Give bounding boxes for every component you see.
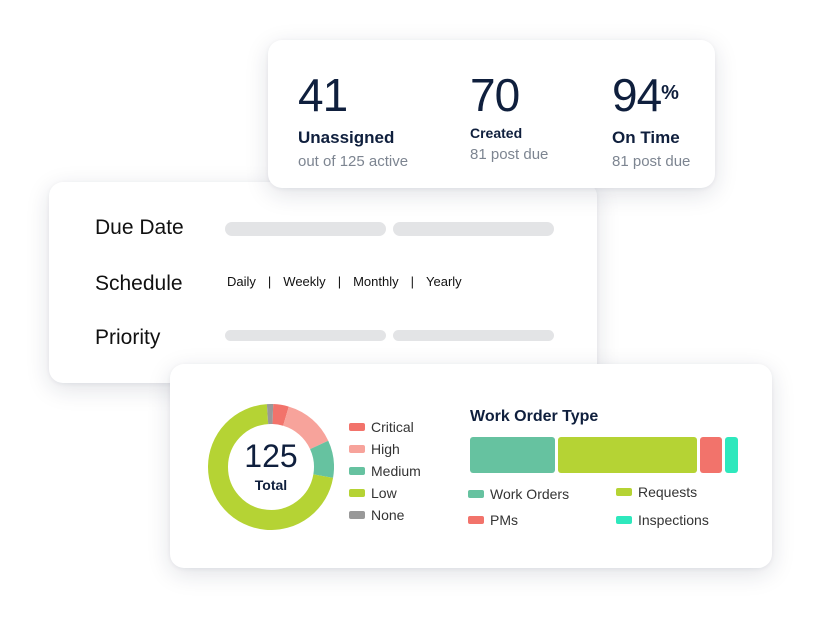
work-order-type-title: Work Order Type bbox=[470, 408, 599, 425]
chart-card: 125 Total Critical High Medium Low None … bbox=[170, 364, 772, 568]
legend-label: None bbox=[371, 507, 405, 523]
legend-swatch bbox=[349, 511, 365, 519]
separator: | bbox=[410, 274, 414, 289]
legend-swatch bbox=[349, 423, 365, 431]
stat-on-time[interactable]: 94% On Time 81 post due bbox=[612, 72, 690, 170]
schedule-option-weekly[interactable]: Weekly bbox=[283, 274, 326, 289]
legend-swatch bbox=[616, 516, 632, 524]
donut-slice-high[interactable] bbox=[282, 406, 329, 450]
stat-subtext: out of 125 active bbox=[298, 153, 409, 170]
stat-subtext: 81 post due bbox=[612, 153, 691, 170]
legend-swatch bbox=[349, 445, 365, 453]
bar-segment-work-orders[interactable] bbox=[470, 437, 556, 473]
legend-item-critical: Critical bbox=[349, 416, 421, 438]
legend-item-medium: Medium bbox=[349, 460, 421, 482]
due-date-label: Due Date bbox=[95, 216, 184, 239]
work-order-type-stacked-bar bbox=[470, 437, 738, 473]
stats-card: 41 Unassigned out of 125 active 70 Creat… bbox=[268, 40, 715, 188]
stat-unassigned[interactable]: 41 Unassigned out of 125 active bbox=[298, 72, 408, 170]
priority-donut-chart bbox=[208, 404, 334, 530]
bar-segment-inspections[interactable] bbox=[724, 437, 738, 473]
stat-created[interactable]: 70 Created 81 post due bbox=[470, 72, 548, 163]
legend-item-none: None bbox=[349, 504, 421, 526]
due-date-start-field[interactable] bbox=[225, 222, 386, 236]
schedule-label: Schedule bbox=[95, 272, 183, 295]
priority-field-2[interactable] bbox=[393, 330, 554, 341]
legend-item-pms: PMs bbox=[468, 512, 518, 528]
legend-swatch bbox=[349, 467, 365, 475]
priority-legend: Critical High Medium Low None bbox=[349, 416, 421, 526]
due-date-end-field[interactable] bbox=[393, 222, 554, 236]
stat-value: 94% bbox=[612, 72, 690, 118]
legend-label: Inspections bbox=[638, 512, 709, 528]
legend-label: Low bbox=[371, 485, 397, 501]
legend-item-inspections: Inspections bbox=[616, 512, 709, 528]
schedule-option-yearly[interactable]: Yearly bbox=[426, 274, 462, 289]
stat-label: On Time bbox=[612, 128, 680, 147]
schedule-options: Daily | Weekly | Monthly | Yearly bbox=[227, 274, 462, 289]
legend-swatch bbox=[349, 489, 365, 497]
schedule-option-monthly[interactable]: Monthly bbox=[353, 274, 399, 289]
legend-label: Work Orders bbox=[490, 486, 570, 502]
legend-item-high: High bbox=[349, 438, 421, 460]
legend-swatch bbox=[468, 490, 484, 498]
legend-label: High bbox=[371, 441, 400, 457]
stat-value-number: 94 bbox=[612, 69, 662, 121]
legend-item-work-orders: Work Orders bbox=[468, 486, 569, 502]
legend-label: PMs bbox=[490, 512, 518, 528]
stat-value: 41 bbox=[298, 69, 348, 121]
donut-slice-medium[interactable] bbox=[309, 440, 334, 478]
legend-label: Critical bbox=[371, 419, 414, 435]
stat-label: Unassigned bbox=[298, 128, 395, 147]
priority-label: Priority bbox=[95, 326, 161, 349]
stat-subtext: 81 post due bbox=[470, 146, 549, 163]
legend-item-low: Low bbox=[349, 482, 421, 504]
legend-label: Medium bbox=[371, 463, 421, 479]
separator: | bbox=[337, 274, 342, 289]
legend-item-requests: Requests bbox=[616, 484, 697, 500]
schedule-option-daily[interactable]: Daily bbox=[227, 274, 256, 289]
donut-slice-critical[interactable] bbox=[272, 404, 289, 426]
bar-segment-pms[interactable] bbox=[700, 437, 722, 473]
legend-swatch bbox=[468, 516, 484, 524]
percent-sign: % bbox=[661, 82, 679, 104]
separator: | bbox=[267, 274, 272, 289]
donut-total-value: 125 bbox=[244, 438, 298, 474]
legend-swatch bbox=[616, 488, 632, 496]
stat-value: 70 bbox=[470, 69, 520, 121]
legend-label: Requests bbox=[638, 484, 698, 500]
donut-total-label: Total bbox=[254, 477, 288, 493]
stat-label: Created bbox=[470, 125, 523, 141]
bar-segment-requests[interactable] bbox=[558, 437, 698, 473]
priority-field-1[interactable] bbox=[225, 330, 386, 341]
filter-card: Due Date Schedule Daily | Weekly | Month… bbox=[49, 182, 597, 383]
donut-slice-low[interactable] bbox=[208, 404, 334, 530]
